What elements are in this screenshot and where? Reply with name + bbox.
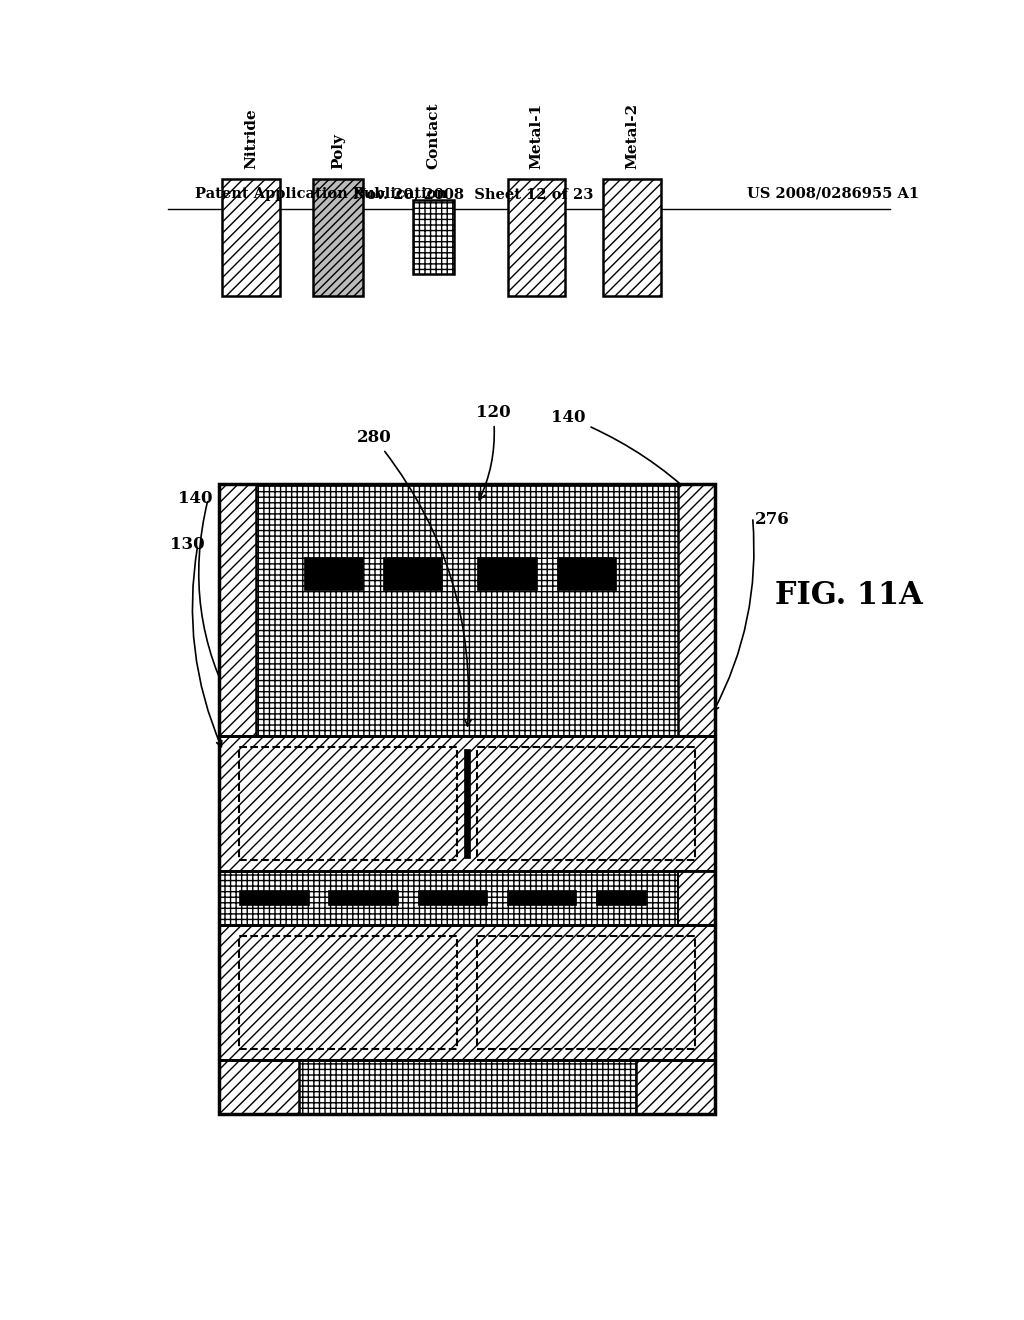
Bar <box>507 891 577 906</box>
Bar <box>636 1060 715 1114</box>
Bar <box>678 483 715 735</box>
Bar <box>240 747 458 861</box>
Bar <box>477 936 695 1049</box>
Bar <box>313 178 364 296</box>
Bar <box>603 178 660 296</box>
Bar <box>219 925 715 1060</box>
Bar <box>219 483 715 1114</box>
Bar <box>219 483 715 735</box>
Text: Metal-1: Metal-1 <box>529 103 544 169</box>
Bar <box>219 1060 715 1114</box>
Bar <box>222 178 280 296</box>
Bar <box>596 891 646 906</box>
Bar <box>678 871 715 925</box>
Text: Contact: Contact <box>427 102 440 169</box>
Text: 140: 140 <box>551 409 693 496</box>
Text: 280: 280 <box>356 429 471 726</box>
Bar <box>219 871 715 925</box>
Bar <box>240 891 308 906</box>
Bar <box>383 557 442 590</box>
Bar <box>219 1060 299 1114</box>
Bar <box>418 891 487 906</box>
Bar <box>464 750 470 858</box>
Bar <box>240 936 458 1049</box>
Text: 130: 130 <box>170 536 205 553</box>
Text: Poly: Poly <box>332 133 345 169</box>
Text: Nov. 20, 2008  Sheet 12 of 23: Nov. 20, 2008 Sheet 12 of 23 <box>353 187 593 201</box>
Bar <box>477 557 537 590</box>
Bar <box>413 201 455 275</box>
Text: Metal-2: Metal-2 <box>625 103 639 169</box>
Text: 120: 120 <box>476 404 510 500</box>
Bar <box>508 178 565 296</box>
Bar <box>557 557 616 590</box>
Bar <box>219 735 715 871</box>
Text: Nitride: Nitride <box>244 108 258 169</box>
Bar <box>329 891 398 906</box>
Text: US 2008/0286955 A1: US 2008/0286955 A1 <box>748 187 920 201</box>
Text: 140: 140 <box>178 491 213 507</box>
Bar <box>219 483 256 735</box>
Text: 276: 276 <box>755 511 790 528</box>
Text: Patent Application Publication: Patent Application Publication <box>196 187 447 201</box>
Bar <box>477 747 695 861</box>
Text: FIG. 11A: FIG. 11A <box>775 579 923 611</box>
Bar <box>303 557 364 590</box>
